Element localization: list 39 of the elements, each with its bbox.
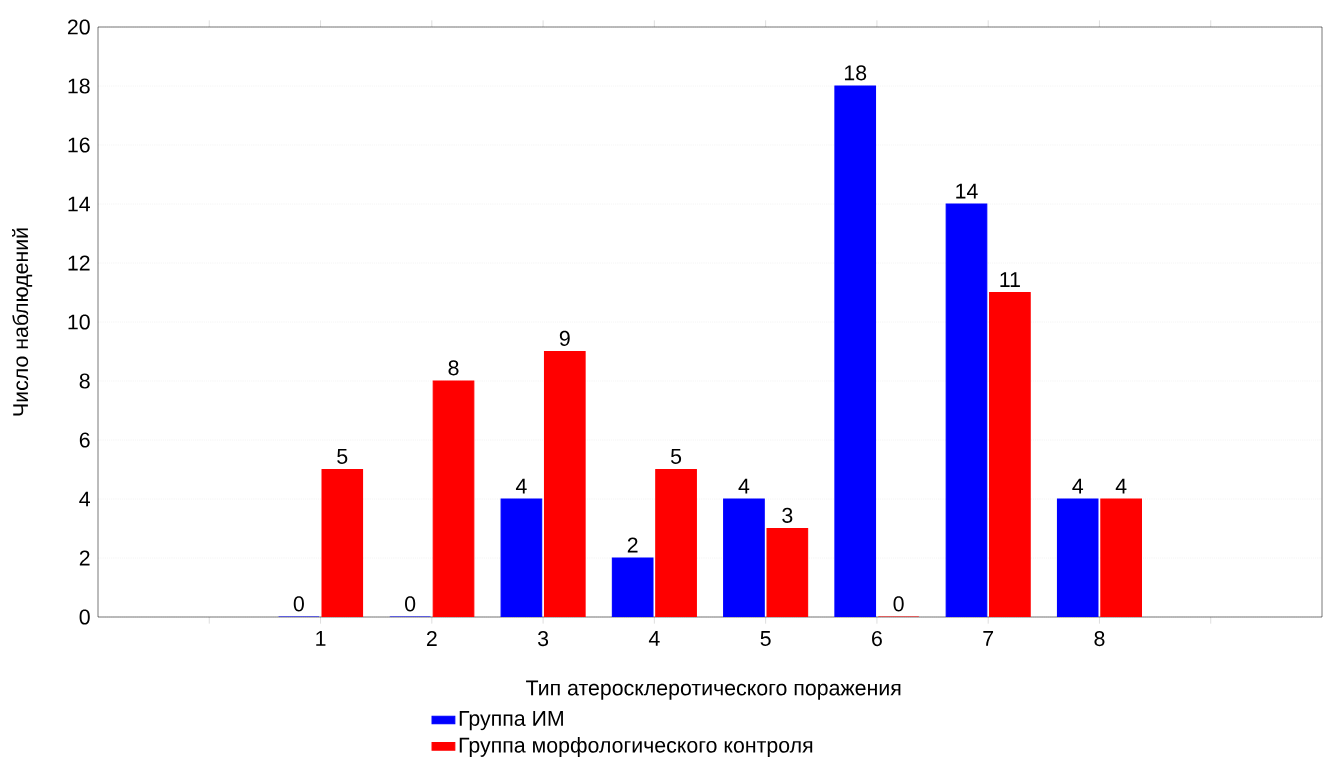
y-tick-label: 18 (68, 78, 90, 94)
y-axis-title: Число наблюдений (12, 228, 33, 416)
data-label: 8 (448, 360, 459, 376)
data-label: 3 (782, 507, 793, 523)
data-label: 4 (738, 478, 750, 494)
y-tick-label: 16 (68, 137, 90, 153)
y-tick-label: 2 (79, 550, 90, 566)
x-tick-label: 4 (648, 631, 660, 646)
x-axis-title: Тип атеросклеротического поражения (526, 680, 901, 700)
x-tick-label: 3 (537, 631, 549, 647)
y-tick-label: 14 (68, 196, 90, 212)
data-label: 14 (956, 183, 978, 199)
x-tick-label: 8 (1094, 631, 1105, 647)
data-label: 2 (627, 537, 638, 553)
y-tick-label: 20 (67, 19, 90, 35)
y-tick-label: 8 (79, 373, 90, 389)
x-tick-label: 5 (760, 631, 771, 646)
data-label: 4 (1115, 478, 1127, 494)
data-label: 4 (515, 478, 527, 494)
x-tick-label: 7 (983, 631, 994, 646)
y-tick-label: 12 (68, 255, 90, 271)
x-tick-label: 6 (872, 631, 882, 647)
y-tick-label: 0 (79, 609, 90, 625)
data-label: 18 (844, 65, 867, 81)
y-tick-label: 6 (79, 432, 90, 448)
y-tick-label: 4 (79, 491, 90, 507)
x-tick-label: 2 (426, 631, 437, 646)
data-label: 0 (893, 596, 904, 612)
legend-label: Группа морфологического контроля (459, 736, 813, 757)
data-label: 4 (1072, 478, 1084, 494)
data-label: 9 (559, 330, 570, 346)
data-label: 5 (670, 449, 682, 464)
data-label: 11 (1000, 272, 1020, 287)
y-tick-label: 10 (68, 314, 90, 330)
data-label: 5 (337, 449, 348, 464)
data-label: 0 (405, 596, 416, 612)
x-tick-label: 1 (316, 631, 326, 646)
data-label: 0 (293, 596, 304, 612)
legend-label: Группа ИМ (459, 711, 563, 731)
